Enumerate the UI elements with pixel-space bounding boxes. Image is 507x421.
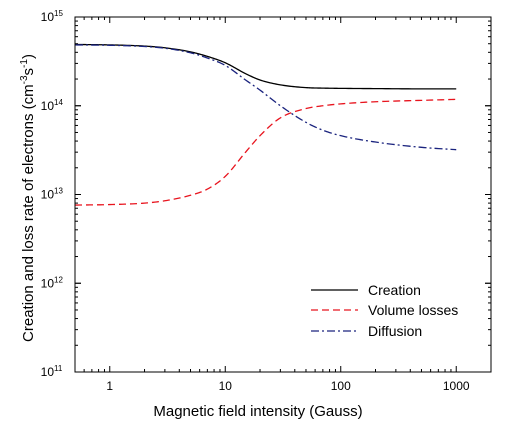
y-tick-label-exponent: 11 [54, 364, 63, 373]
y-axis-title: Creation and loss rate of electrons (cm-… [19, 54, 37, 342]
series-line-diffusion [74, 44, 457, 151]
y-tick-label: 10 [41, 276, 55, 290]
y-axis-title-end: ) [20, 54, 37, 59]
y-axis-title-sup1: -3 [19, 75, 30, 84]
y-tick-label-exponent: 12 [54, 275, 63, 284]
y-axis-title-main: Creation and loss rate of electrons (cm [20, 84, 37, 342]
y-tick-label-exponent: 14 [54, 98, 63, 107]
plot-frame [74, 16, 492, 373]
series-line-volume-losses [74, 98, 457, 206]
y-tick-label: 10 [41, 365, 55, 379]
y-axis-title-mid: s [20, 68, 37, 76]
x-tick-label: 100 [331, 379, 351, 393]
legend-label-creation: Creation [368, 282, 421, 298]
series-group [74, 43, 457, 206]
y-tick-label-exponent: 13 [54, 187, 63, 196]
legend-label-volume-losses: Volume losses [368, 302, 458, 318]
y-tick-label-exponent: 15 [54, 9, 63, 18]
y-tick-label: 10 [41, 10, 55, 24]
legend-label-diffusion: Diffusion [368, 323, 422, 339]
y-tick-label: 10 [41, 99, 55, 113]
x-tick-label: 1 [106, 379, 113, 393]
legend: Creation Volume losses Diffusion [311, 282, 458, 339]
y-tick-label: 10 [41, 188, 55, 202]
y-axis-title-sup2: -1 [19, 59, 30, 68]
x-tick-label: 1000 [443, 379, 470, 393]
x-tick-labels: 1 10 100 1000 [106, 379, 469, 393]
x-tick-label: 10 [219, 379, 233, 393]
series-line-creation [74, 43, 457, 90]
x-axis-title: Magnetic field intensity (Gauss) [153, 403, 362, 420]
